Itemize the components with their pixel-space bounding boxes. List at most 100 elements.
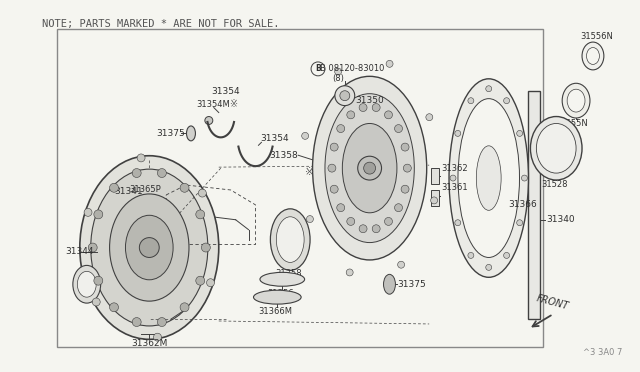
Text: 31341: 31341 xyxy=(115,187,143,196)
Circle shape xyxy=(196,276,205,285)
Circle shape xyxy=(157,169,166,177)
Ellipse shape xyxy=(312,76,427,260)
Text: ^3 3A0 7: ^3 3A0 7 xyxy=(583,348,623,357)
Text: (8): (8) xyxy=(332,74,344,83)
Circle shape xyxy=(486,86,492,92)
Circle shape xyxy=(450,175,456,181)
Circle shape xyxy=(328,164,336,172)
Text: 31364: 31364 xyxy=(138,215,164,224)
Circle shape xyxy=(330,143,338,151)
Circle shape xyxy=(207,279,214,287)
Text: 31362M: 31362M xyxy=(131,339,168,348)
Circle shape xyxy=(394,125,403,132)
Text: 31358: 31358 xyxy=(275,269,301,278)
Bar xyxy=(431,168,439,184)
Text: 31354: 31354 xyxy=(211,87,239,96)
Text: 31362: 31362 xyxy=(441,164,468,173)
Circle shape xyxy=(468,98,474,104)
Circle shape xyxy=(403,164,412,172)
Circle shape xyxy=(522,175,527,181)
Text: 31344: 31344 xyxy=(65,247,93,256)
Circle shape xyxy=(468,253,474,259)
Ellipse shape xyxy=(109,194,189,301)
Text: 31358: 31358 xyxy=(269,151,298,160)
Ellipse shape xyxy=(383,274,396,294)
Bar xyxy=(529,91,540,319)
Circle shape xyxy=(307,216,314,222)
Circle shape xyxy=(504,253,509,259)
Circle shape xyxy=(301,132,308,140)
Text: 31366: 31366 xyxy=(509,201,538,209)
Ellipse shape xyxy=(567,89,585,112)
Circle shape xyxy=(137,154,145,162)
Text: 31356: 31356 xyxy=(267,289,294,298)
Circle shape xyxy=(84,208,92,217)
Circle shape xyxy=(386,60,393,67)
Circle shape xyxy=(516,131,523,137)
Ellipse shape xyxy=(80,156,219,339)
Circle shape xyxy=(385,218,392,225)
Bar xyxy=(431,190,439,206)
Ellipse shape xyxy=(186,126,195,141)
Ellipse shape xyxy=(531,116,582,180)
Circle shape xyxy=(337,204,345,212)
Text: FRONT: FRONT xyxy=(536,293,570,311)
Text: 31555N: 31555N xyxy=(556,119,588,128)
Text: 31528: 31528 xyxy=(541,180,568,189)
Text: 31556N: 31556N xyxy=(580,32,613,41)
Circle shape xyxy=(109,183,118,192)
Circle shape xyxy=(516,220,523,226)
Circle shape xyxy=(94,276,103,285)
Ellipse shape xyxy=(449,79,529,277)
Circle shape xyxy=(364,162,376,174)
Circle shape xyxy=(372,225,380,233)
Circle shape xyxy=(337,125,345,132)
Ellipse shape xyxy=(77,271,96,297)
Circle shape xyxy=(455,220,461,226)
Circle shape xyxy=(132,318,141,327)
Ellipse shape xyxy=(276,217,304,262)
Ellipse shape xyxy=(325,94,414,243)
Ellipse shape xyxy=(536,124,576,173)
Text: 31365P: 31365P xyxy=(129,186,161,195)
Circle shape xyxy=(92,298,100,306)
Text: 31340: 31340 xyxy=(547,215,575,224)
Ellipse shape xyxy=(260,272,305,286)
Text: 31350: 31350 xyxy=(356,96,385,105)
Bar xyxy=(57,29,543,347)
Text: 31361: 31361 xyxy=(441,183,468,192)
Circle shape xyxy=(358,156,381,180)
Text: ※: ※ xyxy=(228,99,237,109)
Ellipse shape xyxy=(91,169,208,326)
Circle shape xyxy=(132,169,141,177)
Circle shape xyxy=(205,116,213,125)
Circle shape xyxy=(88,243,97,252)
Circle shape xyxy=(347,111,355,119)
Circle shape xyxy=(347,218,355,225)
Circle shape xyxy=(431,197,438,204)
Circle shape xyxy=(154,333,161,341)
Circle shape xyxy=(426,114,433,121)
Circle shape xyxy=(335,86,355,106)
Ellipse shape xyxy=(342,124,397,213)
Text: 31375: 31375 xyxy=(156,129,185,138)
Circle shape xyxy=(140,238,159,257)
Text: 31354: 31354 xyxy=(260,134,289,143)
Ellipse shape xyxy=(270,209,310,270)
Circle shape xyxy=(401,185,409,193)
Circle shape xyxy=(455,131,461,137)
Circle shape xyxy=(504,98,509,104)
Text: B 08120-83010: B 08120-83010 xyxy=(320,64,385,73)
Circle shape xyxy=(359,225,367,233)
Circle shape xyxy=(94,210,103,219)
Circle shape xyxy=(180,183,189,192)
Circle shape xyxy=(109,303,118,312)
Circle shape xyxy=(196,210,205,219)
Circle shape xyxy=(385,111,392,119)
Circle shape xyxy=(335,68,342,75)
Ellipse shape xyxy=(562,83,590,118)
Circle shape xyxy=(157,318,166,327)
Circle shape xyxy=(397,261,404,268)
Ellipse shape xyxy=(73,265,100,303)
Ellipse shape xyxy=(582,42,604,70)
